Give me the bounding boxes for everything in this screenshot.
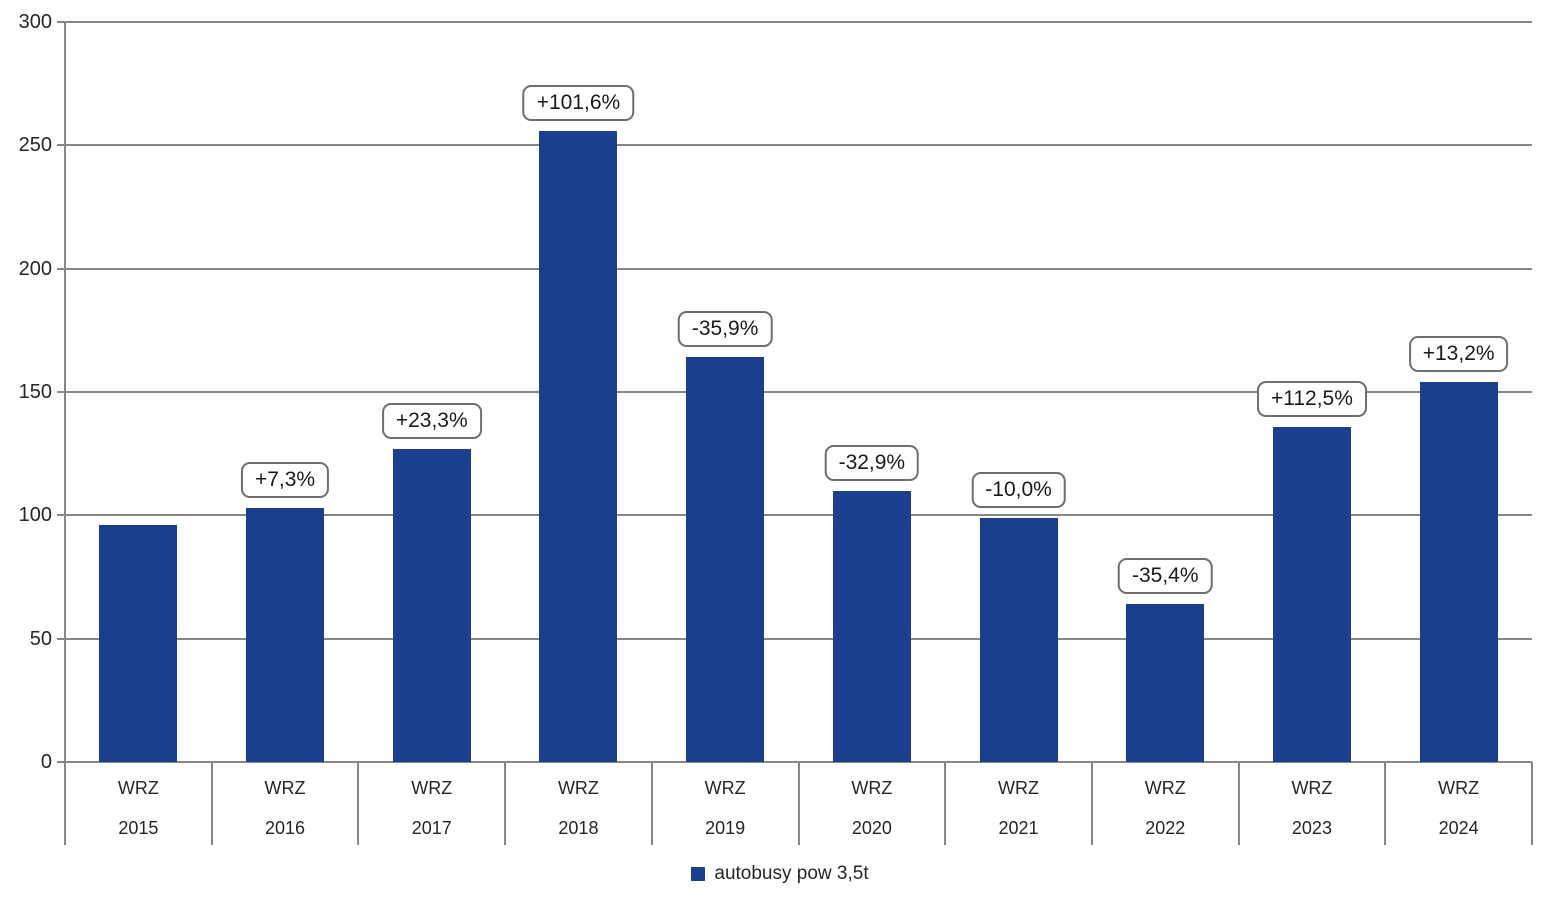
bar-2016 xyxy=(246,507,325,762)
category-separator xyxy=(504,762,507,845)
x-tick-label-month: WRZ xyxy=(117,778,159,798)
bar-value-label-2022: -35,4% xyxy=(1117,558,1213,595)
y-tick-250 xyxy=(57,144,65,147)
bar-value-label-2021: -10,0% xyxy=(971,471,1066,508)
y-tick-150 xyxy=(57,391,65,393)
y-tick-0 xyxy=(57,761,65,763)
bar-value-label-2017: +23,3% xyxy=(381,402,482,439)
x-tick-label-month: WRZ xyxy=(264,778,306,798)
gridline-200 xyxy=(65,267,1532,270)
bar-2023 xyxy=(1272,426,1351,762)
x-tick-label-year: 2023 xyxy=(1291,818,1332,838)
bar-value-label-2019: -35,9% xyxy=(677,311,773,348)
bar-value-label-2023: +112,5% xyxy=(1256,380,1367,417)
category-separator xyxy=(797,762,800,845)
x-tick-label-year: 2020 xyxy=(851,818,892,838)
legend-swatch xyxy=(691,867,706,881)
category-separator xyxy=(1384,762,1387,845)
x-tick-label-year: 2015 xyxy=(118,818,159,838)
y-tick-label: 300 xyxy=(18,11,52,33)
category-separator xyxy=(1237,762,1240,845)
gridline-50 xyxy=(65,637,1532,640)
y-tick-label: 50 xyxy=(29,627,52,650)
x-tick-label-year: 2018 xyxy=(558,818,599,838)
x-tick-label-2023: WRZ 2023 xyxy=(1239,768,1386,848)
x-tick-label-year: 2024 xyxy=(1438,818,1479,838)
bar-2019 xyxy=(686,357,765,762)
category-separator xyxy=(357,762,360,845)
legend-label: autobusy pow 3,5t xyxy=(714,863,869,884)
x-tick-label-month: WRZ xyxy=(1144,778,1186,798)
x-tick-label-2022: WRZ 2022 xyxy=(1092,768,1239,848)
y-tick-label: 200 xyxy=(18,257,52,280)
y-tick-200 xyxy=(57,267,65,270)
y-tick-100 xyxy=(57,514,65,517)
category-separator xyxy=(210,762,213,845)
bar-value-label-2018: +101,6% xyxy=(522,84,635,121)
category-separator xyxy=(64,762,66,845)
category-separator xyxy=(650,762,653,845)
bar-value-label-2016: +7,3% xyxy=(240,461,330,498)
y-axis-line xyxy=(64,22,66,845)
y-tick-50 xyxy=(57,637,65,640)
bar-2022 xyxy=(1126,604,1205,762)
bar-2021 xyxy=(979,517,1058,762)
gridline-300 xyxy=(65,21,1532,23)
bar-2015 xyxy=(99,525,178,762)
gridline-150 xyxy=(65,391,1532,393)
x-tick-label-month: WRZ xyxy=(851,778,893,798)
y-tick-label: 150 xyxy=(18,381,52,403)
category-separator xyxy=(1531,762,1533,845)
x-tick-label-month: WRZ xyxy=(557,778,599,798)
x-tick-label-year: 2019 xyxy=(705,818,746,838)
x-tick-label-2021: WRZ 2021 xyxy=(945,768,1092,848)
category-separator xyxy=(944,762,947,845)
legend: autobusy pow 3,5t xyxy=(0,856,1560,892)
y-tick-300 xyxy=(57,21,65,23)
x-tick-label-year: 2022 xyxy=(1145,818,1186,838)
gridline-100 xyxy=(65,514,1532,517)
bar-value-label-2020: -32,9% xyxy=(824,444,920,481)
x-tick-label-year: 2021 xyxy=(998,818,1039,838)
bar-2020 xyxy=(832,490,911,762)
category-separator xyxy=(1090,762,1093,845)
x-tick-label-month: WRZ xyxy=(704,778,746,798)
x-tick-label-year: 2017 xyxy=(411,818,452,838)
x-tick-label-month: WRZ xyxy=(411,778,453,798)
bar-2018 xyxy=(539,130,618,762)
gridline-250 xyxy=(65,144,1532,147)
x-tick-label-2018: WRZ 2018 xyxy=(505,768,652,848)
x-tick-label-2015: WRZ 2015 xyxy=(65,768,212,848)
bar-2017 xyxy=(392,448,471,762)
y-tick-label: 100 xyxy=(18,504,52,527)
bar-value-label-2024: +13,2% xyxy=(1408,336,1509,373)
x-tick-label-month: WRZ xyxy=(1291,778,1333,798)
x-tick-label-month: WRZ xyxy=(998,778,1040,798)
x-tick-label-2019: WRZ 2019 xyxy=(652,768,799,848)
x-tick-label-year: 2016 xyxy=(265,818,306,838)
x-tick-label-2020: WRZ 2020 xyxy=(799,768,946,848)
x-tick-label-2016: WRZ 2016 xyxy=(212,768,359,848)
x-tick-label-2017: WRZ 2017 xyxy=(358,768,505,848)
x-tick-label-month: WRZ xyxy=(1438,778,1480,798)
x-tick-label-2024: WRZ 2024 xyxy=(1385,768,1532,848)
y-tick-label: 250 xyxy=(18,134,52,157)
bar-2024 xyxy=(1419,382,1498,762)
y-tick-label: 0 xyxy=(40,751,52,773)
